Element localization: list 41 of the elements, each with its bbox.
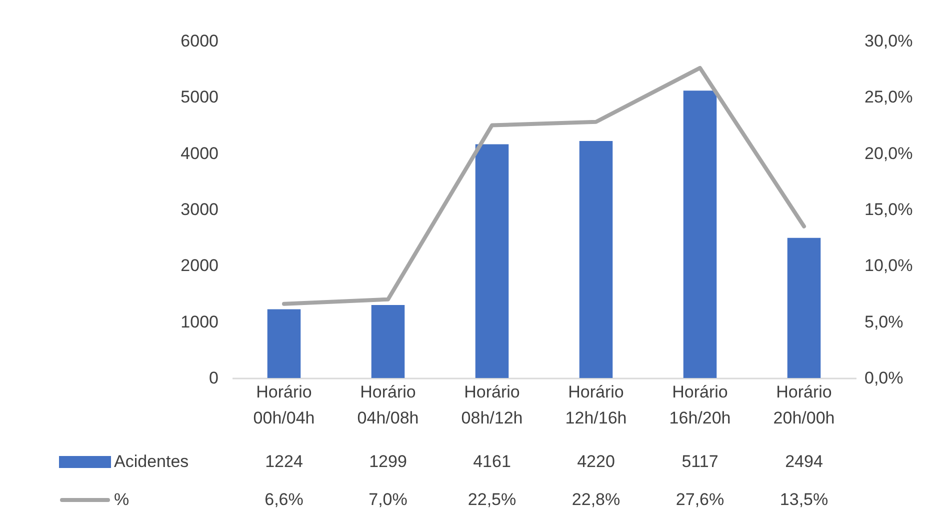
data-label: 4220	[577, 452, 615, 471]
y-tick-label: 2000	[180, 256, 218, 276]
legend-label: Acidentes	[114, 452, 189, 471]
bar	[475, 144, 509, 378]
bar	[787, 238, 821, 378]
y-tick-label: 4000	[180, 144, 218, 163]
bar	[683, 90, 717, 378]
x-tick-label: Horário 00h/04h	[253, 382, 315, 428]
x-tick-label: Horário 08h/12h	[461, 382, 523, 428]
data-label: 13,5%	[780, 490, 828, 509]
y2-tick-label: 0,0%	[864, 368, 904, 388]
data-label: 5117	[682, 452, 718, 471]
y2-tick-label: 10,0%	[864, 256, 913, 276]
y-tick-label: 1000	[180, 312, 218, 332]
x-tick-label: Horário 20h/00h	[773, 382, 835, 428]
y2-tick-label: 25,0%	[864, 88, 913, 107]
bar	[267, 309, 301, 378]
y2-tick-label: 5,0%	[864, 312, 904, 332]
bar	[371, 305, 405, 378]
legend-label: %	[114, 490, 130, 509]
data-label: 6,6%	[264, 490, 304, 509]
y-tick-label: 5000	[180, 88, 218, 107]
data-label: 1299	[369, 452, 407, 471]
y-tick-label: 3000	[180, 200, 218, 219]
bar	[579, 140, 613, 378]
y2-tick-label: 30,0%	[864, 32, 913, 50]
data-label: 22,5%	[468, 490, 516, 509]
data-label: 2494	[785, 452, 823, 471]
y-tick-label: 6000	[180, 32, 218, 50]
y2-tick-label: 20,0%	[864, 144, 913, 163]
y-tick-label: 0	[209, 368, 218, 388]
x-tick-label: Horário 04h/08h	[357, 382, 419, 428]
x-tick-label: Horário 16h/20h	[669, 382, 731, 428]
x-tick-label: Horário 12h/16h	[565, 382, 627, 428]
data-label: 7,0%	[368, 490, 408, 509]
data-label: 1224	[265, 452, 303, 471]
data-label: 27,6%	[676, 490, 724, 509]
line-series	[282, 66, 806, 306]
data-label: 22,8%	[572, 490, 620, 509]
y2-tick-label: 15,0%	[864, 200, 913, 219]
data-label: 4161	[473, 452, 511, 471]
